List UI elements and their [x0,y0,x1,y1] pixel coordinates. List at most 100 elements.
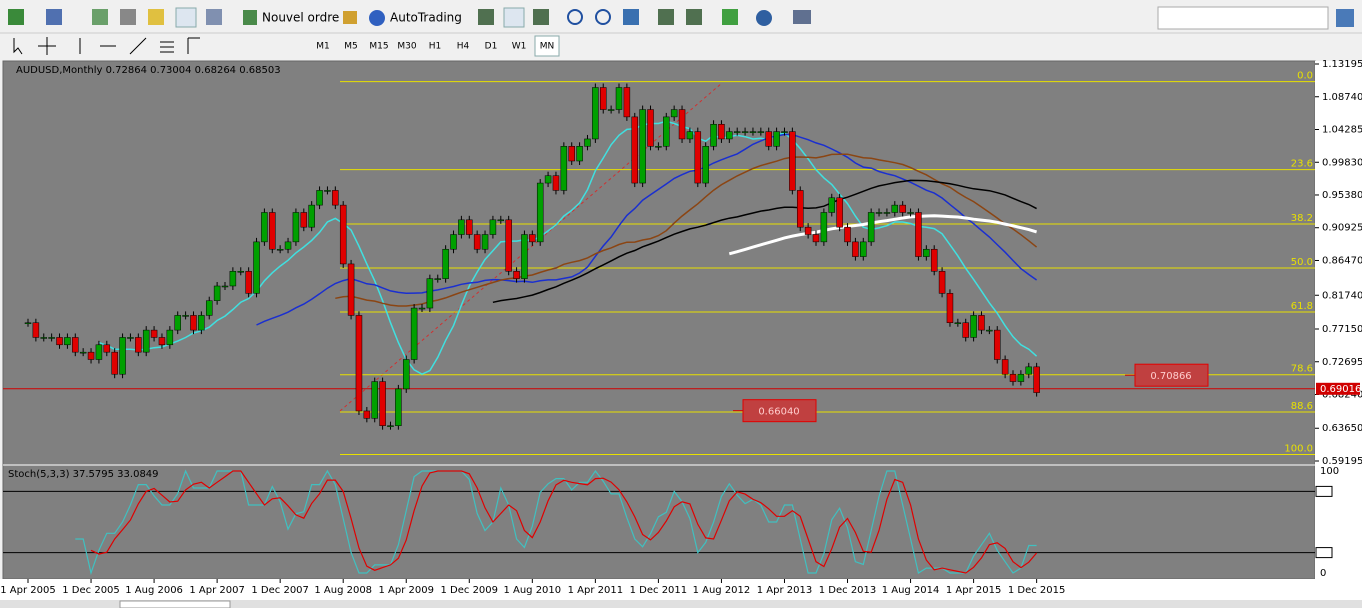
x-tick-label: 1 Aug 2006 [125,585,183,596]
icon[interactable] [175,7,197,28]
timeframe-button[interactable]: H1 [429,42,442,52]
icon[interactable] [120,9,136,25]
fib-label: 100.0 [1284,443,1313,454]
icon[interactable] [533,9,549,25]
crosshair-icon[interactable] [38,37,56,55]
toolbar [0,32,1362,55]
icon[interactable] [46,9,62,25]
icon[interactable] [503,7,525,28]
candle [592,87,599,140]
candle [142,329,150,353]
y-tick-label: 0.99830 [1322,157,1362,168]
x-tick-label: 1 Apr 2007 [189,585,244,596]
active-timeframe [534,35,560,57]
candle [450,234,457,250]
fib-label: 61.8 [1291,301,1313,312]
icon[interactable] [623,9,639,25]
candle [726,131,733,140]
y-tick-label: 0.90925 [1322,223,1362,234]
candle [245,271,252,294]
candle [789,131,796,191]
icon[interactable] [722,9,738,25]
candle [158,337,166,346]
candle [655,146,662,148]
icon[interactable] [8,9,24,25]
stoch-header: Stoch(5,3,3) 37.5795 33.0849 [8,469,159,480]
candle [174,315,181,331]
candle [513,271,520,279]
candle [24,322,32,324]
candle [103,344,111,353]
tab[interactable] [119,600,231,608]
candle [56,337,63,346]
y-tick-label: 0.72695 [1322,357,1362,368]
candle [119,337,126,375]
fib-label: 38.2 [1291,213,1313,224]
icon[interactable] [567,9,583,25]
timeframe-button[interactable]: W1 [512,42,527,52]
candle [308,204,315,228]
icon[interactable] [369,10,385,26]
price-label: 0.70866 [1150,371,1191,382]
candle [48,337,55,339]
candle [607,109,615,111]
icon[interactable] [595,9,611,25]
candle [733,131,741,133]
candle [72,337,79,353]
candle [135,337,142,353]
candle [749,131,757,133]
icon[interactable] [92,9,108,25]
timeframe-button[interactable]: M30 [397,42,416,52]
search-box[interactable] [1157,6,1329,30]
candle [804,226,812,235]
icon[interactable] [148,9,164,25]
timeframe-button[interactable]: M5 [344,42,358,52]
price-label: 0.66040 [758,407,799,418]
icon[interactable] [206,9,222,25]
candle [599,87,607,110]
x-tick-label: 1 Apr 2011 [568,585,623,596]
candle [552,175,560,191]
timeframe-button[interactable]: MN [540,42,555,52]
community-icon[interactable] [1336,9,1354,27]
icon[interactable] [686,9,702,25]
timeframe-button[interactable]: H4 [457,42,470,52]
icon[interactable] [756,10,772,26]
candle [765,131,772,147]
y-tick-label: 1.08740 [1322,92,1362,103]
timeframe-button[interactable]: M15 [369,42,388,52]
candle [32,322,40,338]
candle [844,226,851,243]
candle [1033,366,1040,393]
candle [221,285,229,288]
icon[interactable] [793,10,811,24]
icon[interactable] [658,9,674,25]
candle [741,131,749,133]
candle [418,307,426,310]
chart-header: AUDUSD,Monthly 0.72864 0.73004 0.68264 0… [16,65,281,76]
candle [253,241,260,294]
candle [324,190,331,192]
stoch-tick-label: 0 [1320,568,1326,579]
candle [387,425,394,427]
candle [355,315,363,412]
y-tick-label: 0.86470 [1322,255,1362,266]
cursor-icon[interactable] [13,38,23,55]
candle [87,351,95,360]
candle [166,329,174,346]
icon[interactable] [243,10,257,25]
timeframe-button[interactable]: M1 [316,42,330,52]
drawing-tools[interactable] [79,37,200,55]
candle [269,212,276,250]
candle [402,359,410,390]
candle [938,271,946,294]
icon[interactable] [478,9,494,25]
new-order-button[interactable]: Nouvel ordre [262,11,339,25]
candle [458,219,465,235]
candle [812,234,820,243]
autotrading-button[interactable]: AutoTrading [390,11,462,25]
icon[interactable] [343,11,357,24]
x-tick-label: 1 Aug 2008 [314,585,372,596]
toolbar: Nouvel ordre AutoTrading [8,6,1354,30]
timeframe-button[interactable]: D1 [485,42,498,52]
